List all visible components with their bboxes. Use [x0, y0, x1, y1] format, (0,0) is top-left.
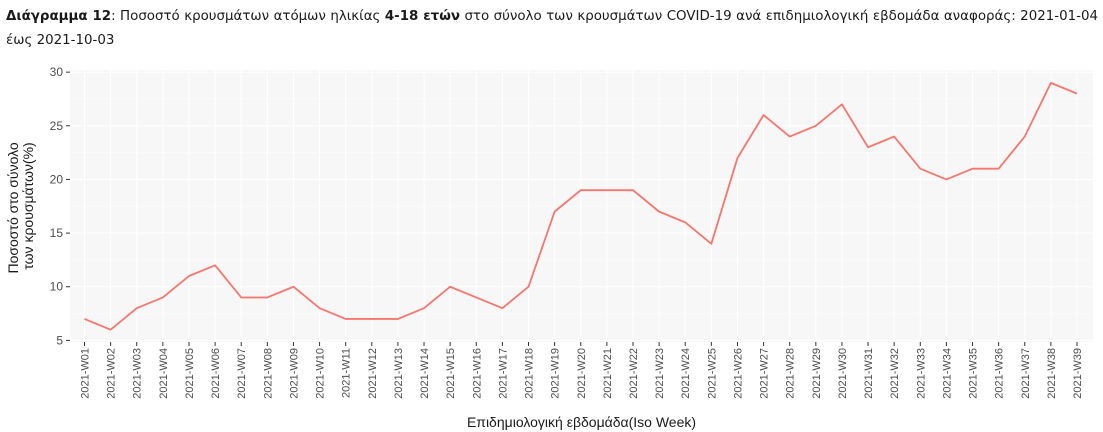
x-tick-label: 2021-W04 [158, 348, 170, 399]
caption-age-range: 4-18 ετών [384, 9, 460, 24]
x-tick-label: 2021-W03 [132, 348, 144, 399]
chart-caption: Διάγραμμα 12: Ποσοστό κρουσμάτων ατόμων … [6, 5, 1098, 53]
x-tick-label: 2021-W20 [576, 348, 588, 399]
x-tick-label: 2021-W09 [288, 348, 300, 399]
y-tick-label: 5 [56, 333, 63, 347]
x-tick-label: 2021-W15 [445, 348, 457, 399]
x-tick-label: 2021-W39 [1072, 348, 1084, 399]
x-tick-label: 2021-W29 [811, 348, 823, 399]
y-axis-title-line1: Ποσοστό στο σύνολο [5, 142, 21, 273]
x-tick-label: 2021-W27 [759, 348, 771, 399]
x-tick-label: 2021-W26 [732, 348, 744, 399]
y-tick-label: 25 [50, 119, 64, 133]
y-axis: 5 10 15 20 25 30 [50, 65, 70, 347]
y-axis-title-line2: των κρουσμάτων(%) [20, 142, 36, 269]
y-axis-title: Ποσοστό στο σύνολο των κρουσμάτων(%) [5, 138, 36, 273]
caption-label: Διάγραμμα 12 [6, 9, 112, 24]
x-tick-label: 2021-W33 [915, 348, 927, 399]
x-tick-label: 2021-W34 [941, 348, 953, 399]
x-axis-title: Επιδημιολογική εβδομάδα(Iso Week) [467, 414, 696, 430]
x-tick-label: 2021-W30 [837, 348, 849, 399]
y-tick-label: 20 [50, 172, 64, 186]
x-tick-label: 2021-W25 [706, 348, 718, 399]
x-tick-label: 2021-W38 [1046, 348, 1058, 399]
x-tick-label: 2021-W24 [680, 348, 692, 399]
x-tick-label: 2021-W31 [863, 348, 875, 399]
y-tick-label: 15 [50, 226, 64, 240]
x-tick-label: 2021-W35 [968, 348, 980, 399]
x-tick-label: 2021-W14 [419, 348, 431, 399]
series-line [84, 81, 1078, 331]
x-tick-label: 2021-W36 [994, 348, 1006, 399]
x-tick-label: 2021-W16 [471, 348, 483, 399]
x-tick-label: 2021-W28 [785, 348, 797, 399]
x-tick-label: 2021-W13 [393, 348, 405, 399]
x-tick-label: 2021-W10 [315, 348, 327, 399]
caption-text-rest: στο σύνολο των κρουσμάτων COVID-19 ανά ε… [6, 9, 1098, 48]
x-tick-label: 2021-W19 [550, 348, 562, 399]
x-tick-label: 2021-W22 [628, 348, 640, 399]
x-tick-label: 2021-W37 [1020, 348, 1032, 399]
x-tick-label: 2021-W17 [497, 348, 509, 399]
x-tick-label: 2021-W21 [602, 348, 614, 399]
x-tick-label: 2021-W08 [262, 348, 274, 399]
x-tick-label: 2021-W12 [367, 348, 379, 399]
x-tick-label: 2021-W32 [889, 348, 901, 399]
x-axis: 2021-W01 2021-W02 2021-W03 2021-W04 2021-W05… [80, 342, 1084, 399]
x-tick-label: 2021-W07 [236, 348, 248, 399]
x-tick-label: 2021-W01 [80, 348, 92, 399]
x-tick-label: 2021-W23 [654, 348, 666, 399]
x-tick-label: 2021-W06 [210, 348, 222, 399]
y-tick-label: 10 [50, 280, 64, 294]
x-tick-label: 2021-W11 [341, 348, 353, 398]
y-tick-label: 30 [50, 65, 64, 79]
x-tick-label: 2021-W02 [106, 348, 118, 399]
caption-text: : Ποσοστό κρουσμάτων ατόμων ηλικίας [111, 9, 385, 24]
grid-lines [70, 70, 1093, 342]
x-tick-label: 2021-W05 [184, 348, 196, 399]
x-tick-label: 2021-W18 [524, 348, 536, 399]
